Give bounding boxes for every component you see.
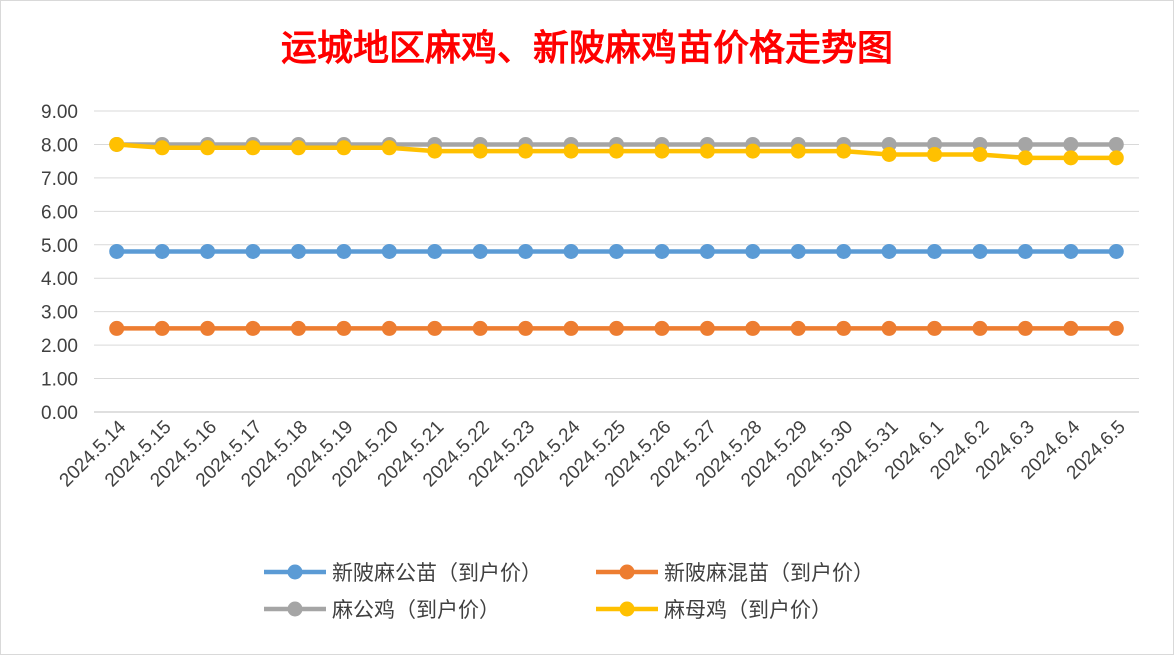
y-tick-label: 7.00: [41, 169, 78, 190]
data-point: [927, 320, 943, 336]
data-point: [881, 320, 897, 336]
data-point: [836, 143, 852, 159]
y-tick-label: 6.00: [41, 202, 78, 223]
data-point: [427, 320, 443, 336]
data-point: [245, 243, 261, 259]
data-point: [972, 146, 988, 162]
series-3: [109, 136, 1124, 166]
data-point: [563, 320, 579, 336]
data-point: [518, 143, 534, 159]
legend-item: 新陂麻混苗（到户价）: [596, 561, 874, 585]
data-point: [381, 140, 397, 156]
data-point: [654, 320, 670, 336]
data-point: [154, 320, 170, 336]
data-point: [1108, 150, 1124, 166]
data-point: [1017, 243, 1033, 259]
data-point: [472, 320, 488, 336]
legend-marker: [287, 601, 303, 617]
data-point: [290, 320, 306, 336]
data-point: [518, 243, 534, 259]
data-point: [927, 243, 943, 259]
data-point: [518, 320, 534, 336]
data-point: [200, 320, 216, 336]
legend-marker: [619, 564, 635, 580]
y-tick-label: 5.00: [41, 236, 78, 257]
data-point: [154, 243, 170, 259]
y-tick-label: 4.00: [41, 269, 78, 290]
data-point: [109, 243, 125, 259]
data-point: [790, 243, 806, 259]
data-point: [972, 243, 988, 259]
data-point: [699, 320, 715, 336]
legend-label: 新陂麻公苗（到户价）: [332, 561, 542, 585]
data-point: [427, 143, 443, 159]
data-point: [1063, 150, 1079, 166]
data-point: [154, 140, 170, 156]
data-point: [245, 320, 261, 336]
data-point: [745, 143, 761, 159]
data-point: [109, 320, 125, 336]
data-point: [881, 146, 897, 162]
data-point: [699, 143, 715, 159]
y-tick-label: 9.00: [41, 102, 78, 123]
data-point: [881, 243, 897, 259]
data-point: [563, 243, 579, 259]
data-point: [381, 320, 397, 336]
data-point: [699, 243, 715, 259]
data-point: [609, 143, 624, 159]
y-tick-label: 3.00: [41, 303, 78, 324]
data-point: [200, 140, 216, 156]
data-point: [609, 243, 624, 259]
data-point: [1108, 136, 1124, 152]
data-point: [1017, 150, 1033, 166]
data-point: [927, 146, 943, 162]
data-point: [836, 243, 852, 259]
data-point: [972, 320, 988, 336]
y-tick-label: 2.00: [41, 336, 78, 357]
data-point: [563, 143, 579, 159]
y-tick-label: 1.00: [41, 370, 78, 391]
data-point: [745, 243, 761, 259]
series-0: [109, 243, 1124, 259]
data-point: [109, 136, 125, 152]
legend-item: 麻公鸡（到户价）: [264, 598, 500, 622]
data-point: [381, 243, 397, 259]
data-point: [790, 143, 806, 159]
data-point: [336, 140, 352, 156]
data-point: [1017, 320, 1033, 336]
data-point: [1063, 320, 1079, 336]
data-point: [472, 143, 488, 159]
data-point: [790, 320, 806, 336]
legend-marker: [287, 564, 303, 580]
legend-item: 麻母鸡（到户价）: [596, 598, 832, 622]
data-point: [1063, 136, 1079, 152]
series-1: [109, 320, 1124, 336]
data-point: [836, 320, 852, 336]
data-point: [654, 243, 670, 259]
data-point: [609, 320, 624, 336]
data-point: [1108, 320, 1124, 336]
data-point: [472, 243, 488, 259]
data-point: [1063, 243, 1079, 259]
data-point: [336, 320, 352, 336]
data-point: [1108, 243, 1124, 259]
y-tick-label: 8.00: [41, 135, 78, 156]
legend-label: 麻公鸡（到户价）: [332, 598, 500, 622]
data-point: [290, 243, 306, 259]
legend-label: 新陂麻混苗（到户价）: [664, 561, 874, 585]
legend-item: 新陂麻公苗（到户价）: [264, 561, 542, 585]
chart-title: 运城地区麻鸡、新陂麻鸡苗价格走势图: [281, 27, 893, 69]
legend-label: 麻母鸡（到户价）: [664, 598, 832, 622]
data-point: [336, 243, 352, 259]
y-tick-label: 0.00: [41, 403, 78, 424]
data-point: [427, 243, 443, 259]
data-point: [200, 243, 216, 259]
data-point: [245, 140, 261, 156]
data-point: [654, 143, 670, 159]
data-point: [290, 140, 306, 156]
data-point: [1017, 136, 1033, 152]
data-point: [745, 320, 761, 336]
legend-marker: [619, 601, 635, 617]
